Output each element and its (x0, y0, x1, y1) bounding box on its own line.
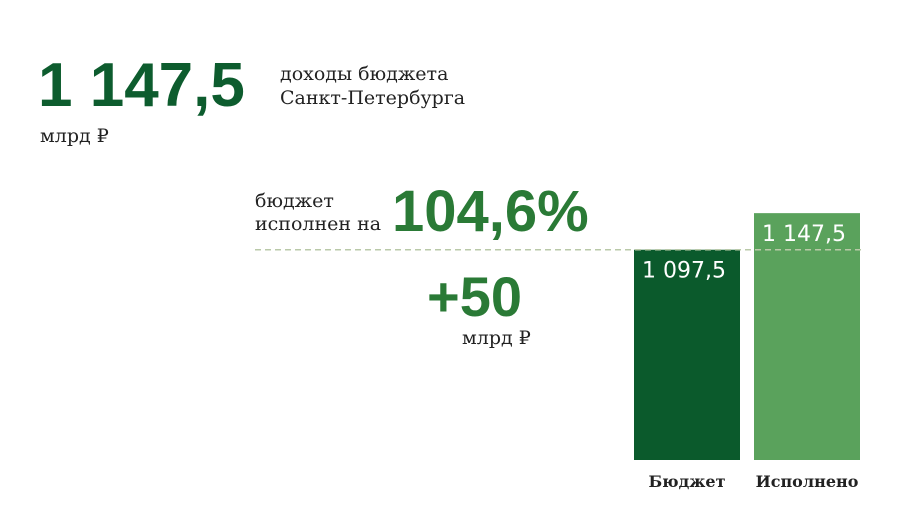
headline-description: Санкт-Петербурга (280, 87, 465, 109)
headline-value: 1 147,5 (38, 51, 245, 120)
bar (634, 249, 740, 460)
value-label: 1 147,5 (762, 222, 846, 247)
category-label: Бюджет (649, 472, 726, 491)
category-label: Исполнено (756, 472, 859, 491)
execution-label: бюджет (255, 190, 334, 212)
headline-unit: млрд ₽ (40, 125, 109, 147)
headline-description: доходы бюджета (280, 63, 448, 85)
execution-label: исполнен на (255, 213, 381, 235)
bar (754, 213, 860, 460)
delta-unit: млрд ₽ (462, 327, 531, 349)
execution-percent: 104,6% (392, 179, 589, 244)
execution-delta: +50 (427, 265, 522, 328)
value-label: 1 097,5 (642, 259, 726, 284)
